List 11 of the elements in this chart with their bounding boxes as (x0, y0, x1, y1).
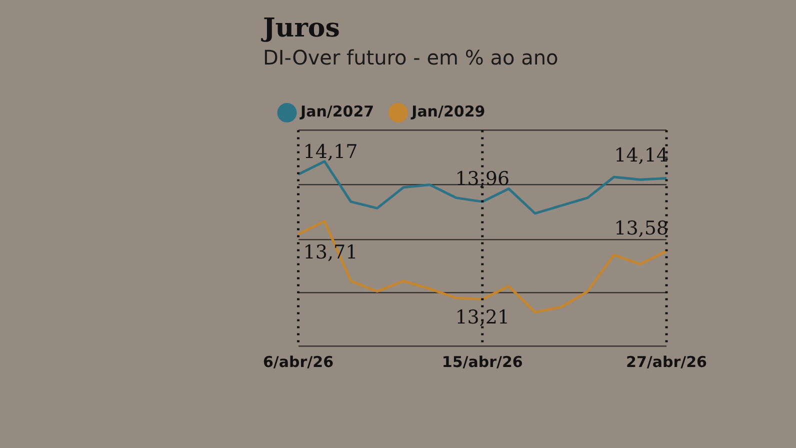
data-label: 13,58 (614, 218, 669, 240)
data-label: 13,21 (455, 306, 510, 329)
chart-subtitle: DI-Over futuro - em % ao ano (263, 45, 558, 70)
legend-label: Jan/2027 (300, 102, 374, 121)
x-tick-label: 15/abr/26 (442, 352, 523, 371)
x-tick-label: 27/abr/26 (626, 352, 708, 371)
data-label: 14,14 (614, 144, 669, 167)
x-tick-label: 6/abr/26 (262, 352, 334, 371)
data-label: 14,17 (303, 140, 358, 163)
chart-title: Juros (261, 13, 340, 44)
legend-label: Jan/2029 (410, 102, 486, 121)
